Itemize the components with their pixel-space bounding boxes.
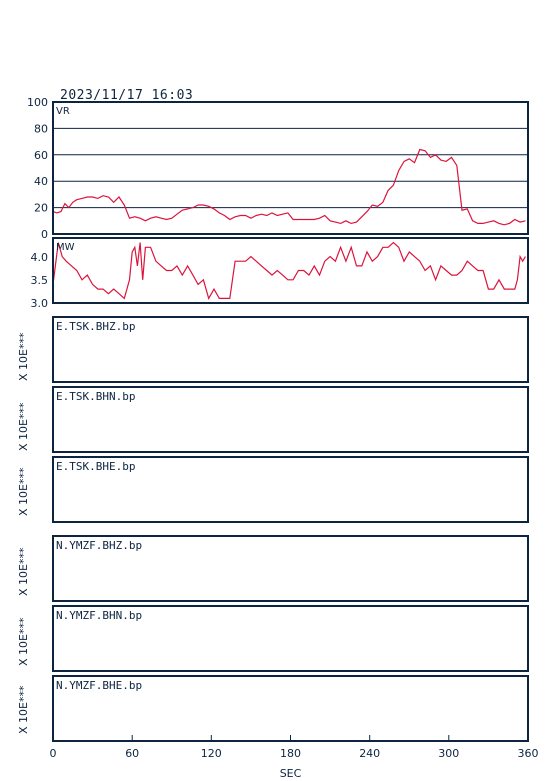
channel-label: N.YMZF.BHE.bp <box>56 679 142 692</box>
vr-label: VR <box>56 106 70 117</box>
waveform-frame <box>52 316 529 383</box>
unit-label: X 10E*** <box>17 685 30 734</box>
timestamp: 2023/11/17 16:03 <box>60 88 193 103</box>
mw-frame <box>52 237 529 304</box>
vr-ytick-label: 20 <box>34 202 48 215</box>
waveform-panel-e-tsk-bhn: E.TSK.BHN.bp X 10E*** <box>17 386 529 453</box>
mw-panel: MW 4.0 3.5 3.0 <box>31 237 529 310</box>
mw-ytick-label: 3.5 <box>31 274 49 287</box>
vr-ytick-label: 100 <box>27 96 48 109</box>
x-tick-label: 360 <box>518 747 539 760</box>
x-tick-label: 240 <box>359 747 380 760</box>
waveform-frame <box>52 386 529 453</box>
x-tick-label: 180 <box>280 747 301 760</box>
channel-label: E.TSK.BHE.bp <box>56 460 135 473</box>
mw-label: MW <box>56 242 75 253</box>
waveform-frame <box>52 535 529 602</box>
unit-label: X 10E*** <box>17 332 30 381</box>
channel-label: N.YMZF.BHZ.bp <box>56 539 142 552</box>
waveform-panel-e-tsk-bhe: E.TSK.BHE.bp X 10E*** <box>17 456 529 523</box>
unit-label: X 10E*** <box>17 617 30 666</box>
vr-frame <box>52 101 529 235</box>
channel-label: N.YMZF.BHN.bp <box>56 609 142 622</box>
x-tick-label: 300 <box>438 747 459 760</box>
channel-label: E.TSK.BHZ.bp <box>56 320 135 333</box>
x-axis-ticks <box>52 735 529 741</box>
waveform-frame <box>52 456 529 523</box>
waveform-frame <box>52 605 529 672</box>
x-tick-label: 120 <box>201 747 222 760</box>
x-tick-label: 0 <box>50 747 57 760</box>
unit-label: X 10E*** <box>17 547 30 596</box>
mw-ytick-label: 4.0 <box>31 251 49 264</box>
unit-label: X 10E*** <box>17 402 30 451</box>
waveform-panel-n-ymzf-bhn: N.YMZF.BHN.bp X 10E*** <box>17 605 529 672</box>
waveform-panel-n-ymzf-bhe: N.YMZF.BHE.bp X 10E*** <box>17 675 529 742</box>
vr-grid <box>53 127 528 209</box>
x-axis: 0 60 120 180 240 300 360 SEC <box>50 735 539 780</box>
vr-ytick-label: 80 <box>34 122 48 135</box>
channel-label: E.TSK.BHN.bp <box>56 390 135 403</box>
waveform-panel-n-ymzf-bhz: N.YMZF.BHZ.bp X 10E*** <box>17 535 529 602</box>
waveform-panel-e-tsk-bhz: E.TSK.BHZ.bp X 10E*** <box>17 316 529 383</box>
mw-ytick-label: 3.0 <box>31 297 49 310</box>
vr-panel: VR 100 80 60 40 20 0 <box>27 96 529 241</box>
vr-ytick-label: 40 <box>34 175 48 188</box>
unit-label: X 10E*** <box>17 467 30 516</box>
vr-series-line <box>52 148 526 226</box>
x-tick-label: 60 <box>125 747 139 760</box>
x-axis-label: SEC <box>280 767 302 780</box>
mw-series-line <box>52 241 526 300</box>
vr-ytick-label: 0 <box>41 228 48 241</box>
vr-ytick-label: 60 <box>34 149 48 162</box>
